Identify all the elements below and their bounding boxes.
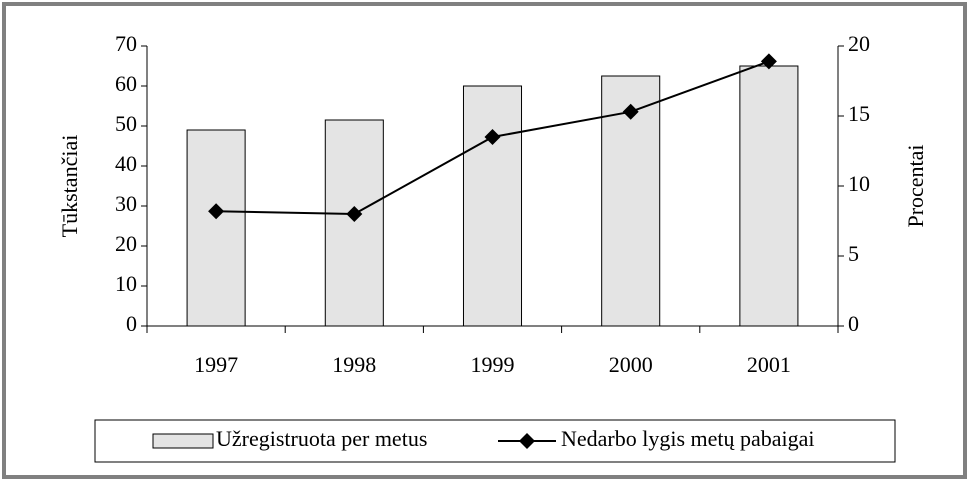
y2-axis-title: Procentai xyxy=(903,144,928,227)
bar xyxy=(186,129,246,327)
x-tick-label: 2001 xyxy=(747,352,791,377)
y-axis-title: Tūkstančiai xyxy=(57,135,82,238)
line-marker xyxy=(208,203,225,220)
y2-tick-label: 15 xyxy=(848,101,870,126)
y-tick-label: 0 xyxy=(126,311,137,336)
y2-tick-label: 5 xyxy=(848,241,859,266)
x-tick-label: 1999 xyxy=(471,352,515,377)
y2-tick-label: 10 xyxy=(848,171,870,196)
bar xyxy=(462,85,523,327)
y2-tick-label: 0 xyxy=(848,311,859,336)
y-tick-label: 40 xyxy=(115,151,137,176)
legend-symbol xyxy=(519,433,535,449)
legend-label: Užregistruota per metus xyxy=(216,426,427,451)
line-marker xyxy=(760,53,777,70)
y-tick-label: 30 xyxy=(115,191,137,216)
y-tick-label: 20 xyxy=(115,231,137,256)
bar xyxy=(324,119,384,327)
legend-symbol xyxy=(152,433,214,449)
x-tick-label: 1998 xyxy=(332,352,376,377)
line-marker xyxy=(484,129,501,145)
y-tick-label: 70 xyxy=(115,31,137,56)
line-marker xyxy=(622,103,639,120)
legend-label: Nedarbo lygis metų pabaigai xyxy=(561,426,815,451)
bar xyxy=(739,65,799,327)
y-tick-label: 10 xyxy=(115,271,137,296)
legend-box xyxy=(94,419,896,463)
x-tick-label: 1997 xyxy=(194,352,238,377)
y2-tick-label: 20 xyxy=(848,31,870,56)
y-tick-label: 60 xyxy=(115,71,137,96)
y-tick-label: 50 xyxy=(115,111,137,136)
line-marker xyxy=(346,206,363,222)
x-tick-label: 2000 xyxy=(609,352,653,377)
